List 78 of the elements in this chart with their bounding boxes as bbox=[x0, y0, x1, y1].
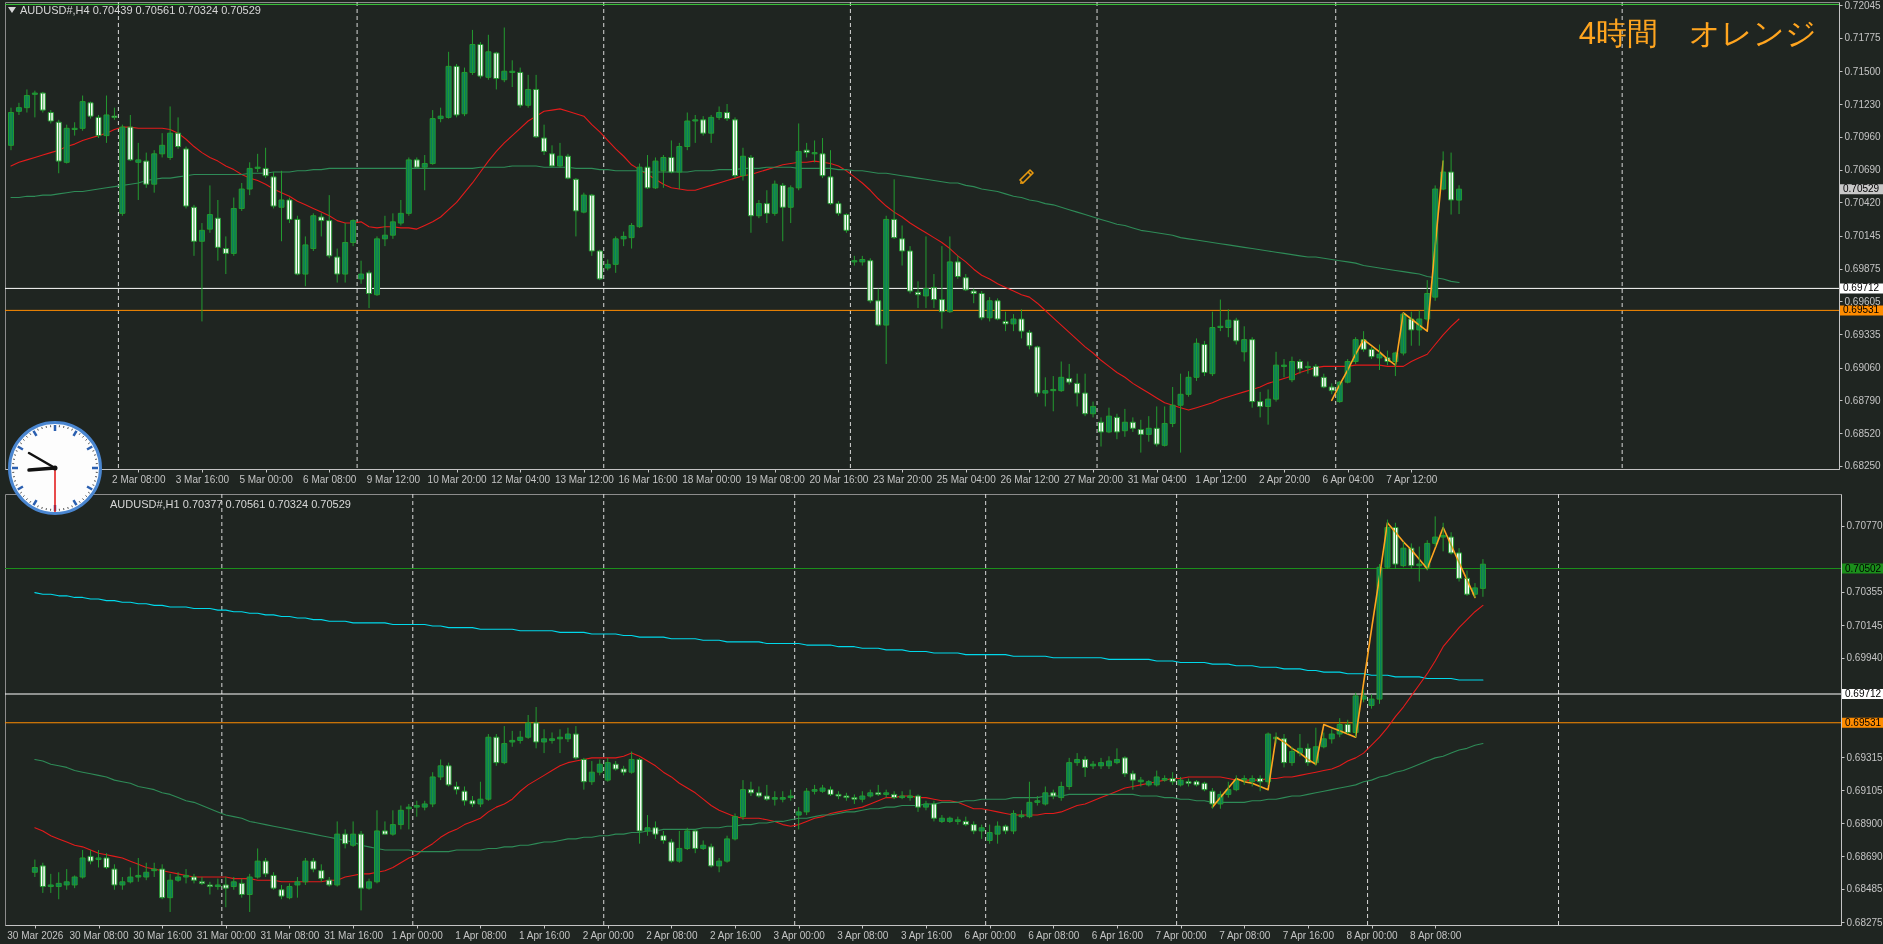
y-tick-label: 0.68900 bbox=[1846, 817, 1883, 829]
x-tick-label: 1 Apr 08:00 bbox=[455, 929, 507, 941]
y-tick-label: 0.69315 bbox=[1846, 751, 1883, 763]
ref-line-label: 0.69712 bbox=[1845, 688, 1882, 700]
x-tick-label: 6 Apr 16:00 bbox=[1091, 929, 1144, 941]
x-tick-label: 8 Apr 08:00 bbox=[1410, 929, 1462, 941]
x-tick-label: 30 Mar 16:00 bbox=[133, 929, 193, 941]
x-tick-label: 3 Apr 00:00 bbox=[773, 929, 826, 941]
ref-line-label: 0.69531 bbox=[1845, 716, 1882, 728]
x-tick-label: 31 Mar 08:00 bbox=[260, 929, 320, 941]
y-tick-label: 0.69605 bbox=[1844, 295, 1882, 307]
y-tick-label: 0.70690 bbox=[1844, 164, 1882, 176]
y-tick-label: 0.71775 bbox=[1844, 32, 1882, 44]
y-tick-label: 0.71500 bbox=[1844, 65, 1882, 77]
x-tick-label: 6 Mar 08:00 bbox=[303, 473, 357, 485]
x-tick-label: 2 Apr 00:00 bbox=[582, 929, 635, 941]
y-tick-label: 0.70770 bbox=[1846, 520, 1883, 532]
y-tick-label: 0.71230 bbox=[1844, 98, 1882, 110]
x-tick-label: 13 Mar 12:00 bbox=[554, 473, 615, 485]
y-tick-label: 0.70145 bbox=[1844, 230, 1882, 242]
y-tick-label: 0.70145 bbox=[1846, 619, 1883, 631]
y-tick-label: 0.68520 bbox=[1844, 427, 1882, 439]
x-tick-label: 10 Mar 20:00 bbox=[427, 473, 487, 485]
chart-title: AUDUSD#,H1 0.70377 0.70561 0.70324 0.70529 bbox=[110, 498, 351, 510]
chart-title: AUDUSD#,H4 0.70439 0.70561 0.70324 0.70529 bbox=[20, 4, 261, 16]
x-tick-label: 3 Mar 16:00 bbox=[175, 473, 230, 485]
y-tick-label: 0.69875 bbox=[1844, 263, 1882, 275]
x-tick-label: 31 Mar 00:00 bbox=[196, 929, 257, 941]
y-tick-label: 0.69105 bbox=[1846, 784, 1883, 796]
x-tick-label: 30 Mar 2026 bbox=[7, 929, 64, 941]
x-tick-label: 2 Apr 16:00 bbox=[709, 929, 762, 941]
ref-line-label: 0.69712 bbox=[1843, 282, 1880, 294]
x-tick-label: 2 Mar 08:00 bbox=[112, 473, 166, 485]
x-tick-label: 2 Apr 08:00 bbox=[646, 929, 698, 941]
x-tick-label: 1 Apr 00:00 bbox=[391, 929, 444, 941]
text: 0.70529 bbox=[1843, 183, 1880, 195]
y-tick-label: 0.68485 bbox=[1846, 883, 1883, 895]
x-tick-label: 7 Apr 16:00 bbox=[1282, 929, 1335, 941]
x-tick-label: 2 Apr 20:00 bbox=[1258, 473, 1311, 485]
y-tick-label: 0.68250 bbox=[1844, 460, 1882, 472]
x-tick-label: 18 Mar 00:00 bbox=[682, 473, 742, 485]
x-tick-label: 16 Mar 16:00 bbox=[618, 473, 678, 485]
x-tick-label: 1 Apr 12:00 bbox=[1195, 473, 1247, 485]
text: 4時間 オレンジ bbox=[1578, 16, 1817, 51]
x-tick-label: 23 Mar 20:00 bbox=[873, 473, 933, 485]
y-tick-label: 0.70355 bbox=[1846, 586, 1883, 598]
x-tick-label: 3 Apr 08:00 bbox=[837, 929, 889, 941]
x-tick-label: 30 Mar 08:00 bbox=[69, 929, 129, 941]
x-tick-label: 6 Apr 04:00 bbox=[1322, 473, 1375, 485]
y-tick-label: 0.68690 bbox=[1846, 850, 1883, 862]
x-tick-label: 6 Apr 08:00 bbox=[1028, 929, 1080, 941]
x-tick-label: 7 Apr 08:00 bbox=[1219, 929, 1271, 941]
y-tick-label: 0.68275 bbox=[1846, 916, 1883, 928]
y-tick-label: 0.69335 bbox=[1844, 328, 1882, 340]
x-tick-label: 1 Apr 16:00 bbox=[519, 929, 571, 941]
y-tick-label: 0.69060 bbox=[1844, 362, 1882, 374]
ref-line-label: 0.70502 bbox=[1845, 562, 1882, 574]
x-tick-label: 26 Mar 12:00 bbox=[1000, 473, 1060, 485]
y-tick-label: 0.70420 bbox=[1844, 196, 1882, 208]
x-tick-label: 31 Mar 04:00 bbox=[1127, 473, 1188, 485]
y-tick-label: 0.72045 bbox=[1844, 0, 1882, 11]
x-tick-label: 3 Apr 16:00 bbox=[900, 929, 953, 941]
x-tick-label: 27 Mar 20:00 bbox=[1064, 473, 1124, 485]
x-tick-label: 12 Mar 04:00 bbox=[491, 473, 551, 485]
x-tick-label: 9 Mar 12:00 bbox=[366, 473, 421, 485]
x-tick-label: 5 Mar 00:00 bbox=[239, 473, 294, 485]
x-tick-label: 25 Mar 04:00 bbox=[936, 473, 997, 485]
y-tick-label: 0.68790 bbox=[1844, 394, 1882, 406]
x-tick-label: 8 Apr 00:00 bbox=[1346, 929, 1399, 941]
x-tick-label: 19 Mar 08:00 bbox=[745, 473, 806, 485]
x-tick-label: 6 Apr 00:00 bbox=[964, 929, 1017, 941]
y-tick-label: 0.69940 bbox=[1846, 652, 1883, 664]
y-tick-label: 0.70960 bbox=[1844, 131, 1882, 143]
x-tick-label: 20 Mar 16:00 bbox=[809, 473, 869, 485]
x-tick-label: 7 Apr 00:00 bbox=[1155, 929, 1208, 941]
x-tick-label: 7 Apr 12:00 bbox=[1386, 473, 1438, 485]
x-tick-label: 31 Mar 16:00 bbox=[324, 929, 384, 941]
ref-line-label: 0.69531 bbox=[1843, 304, 1880, 316]
